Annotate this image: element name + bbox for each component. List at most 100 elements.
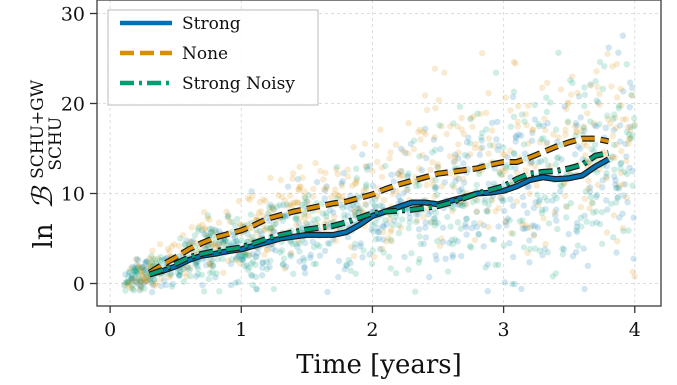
- scatter-point: [455, 155, 462, 162]
- scatter-point: [348, 243, 355, 251]
- scatter-point: [434, 237, 441, 245]
- scatter-point: [198, 227, 206, 234]
- scatter-point: [449, 182, 456, 189]
- scatter-point: [339, 196, 346, 204]
- scatter-point: [359, 254, 366, 261]
- scatter-point: [235, 278, 242, 286]
- scatter-point: [620, 88, 627, 95]
- scatter-point: [571, 123, 579, 130]
- scatter-point: [589, 220, 596, 227]
- scatter-point: [352, 240, 359, 247]
- scatter-point: [613, 249, 620, 256]
- scatter-point: [132, 268, 140, 275]
- scatter-point: [240, 256, 247, 263]
- scatter-point: [225, 212, 232, 219]
- scatter-point: [192, 239, 199, 247]
- scatter-point: [563, 203, 570, 210]
- scatter-point: [590, 209, 597, 216]
- scatter-point: [386, 216, 394, 223]
- scatter-point: [534, 224, 542, 231]
- scatter-point: [207, 259, 214, 267]
- scatter-point: [620, 227, 627, 235]
- scatter-point: [354, 205, 361, 212]
- scatter-point: [237, 221, 244, 228]
- scatter-point: [366, 251, 373, 258]
- scatter-point: [492, 208, 499, 215]
- scatter-point: [613, 185, 620, 192]
- scatter-point: [233, 238, 240, 245]
- scatter-point: [502, 94, 509, 101]
- scatter-point: [143, 277, 150, 284]
- scatter-point: [244, 266, 251, 273]
- scatter-point: [287, 238, 295, 246]
- scatter-point: [461, 179, 468, 186]
- scatter-point: [214, 256, 222, 263]
- scatter-point: [339, 178, 346, 185]
- scatter-point: [452, 151, 459, 158]
- scatter-point: [353, 165, 360, 172]
- scatter-point: [387, 265, 394, 272]
- scatter-point: [380, 223, 387, 231]
- scatter-point: [344, 233, 352, 241]
- scatter-point: [308, 220, 315, 227]
- scatter-point: [135, 262, 143, 270]
- scatter-point: [449, 254, 456, 261]
- scatter-point: [573, 219, 581, 227]
- scatter-point: [587, 81, 594, 88]
- scatter-point: [244, 194, 252, 202]
- scatter-point: [368, 226, 375, 233]
- scatter-point: [261, 226, 269, 233]
- scatter-point: [292, 240, 299, 247]
- scatter-point: [246, 264, 253, 271]
- scatter-point: [362, 162, 369, 170]
- scatter-point: [447, 223, 454, 230]
- scatter-point: [467, 244, 475, 251]
- scatter-point: [331, 186, 339, 193]
- scatter-point: [295, 186, 303, 193]
- scatter-point: [631, 122, 638, 130]
- scatter-point: [586, 160, 593, 167]
- scatter-point: [596, 58, 604, 66]
- scatter-point: [152, 279, 159, 287]
- scatter-point: [152, 256, 159, 263]
- scatter-point: [133, 279, 140, 286]
- scatter-point: [321, 187, 329, 194]
- scatter-point: [491, 180, 498, 187]
- scatter-point: [619, 32, 627, 39]
- scatter-point: [186, 238, 193, 245]
- scatter-point: [519, 193, 526, 201]
- scatter-point: [403, 173, 411, 180]
- scatter-point: [510, 150, 518, 157]
- scatter-point: [446, 239, 453, 247]
- scatter-point: [235, 197, 243, 205]
- scatter-point: [254, 249, 262, 257]
- scatter-point: [457, 225, 464, 232]
- scatter-point: [413, 182, 420, 190]
- scatter-point: [369, 167, 376, 175]
- scatter-point: [451, 158, 459, 165]
- scatter-point: [593, 68, 600, 75]
- scatter-point: [377, 126, 384, 133]
- scatter-point: [620, 192, 627, 199]
- scatter-point: [128, 275, 135, 282]
- scatter-point: [432, 146, 439, 154]
- scatter-point: [312, 159, 319, 167]
- scatter-point: [253, 253, 260, 261]
- scatter-point: [300, 254, 307, 262]
- scatter-point: [480, 222, 487, 229]
- scatter-point: [244, 230, 251, 238]
- scatter-point: [137, 285, 144, 293]
- scatter-point: [574, 242, 582, 249]
- scatter-point: [444, 268, 452, 275]
- scatter-point: [278, 193, 286, 201]
- scatter-point: [589, 199, 596, 207]
- scatter-point: [501, 151, 508, 158]
- scatter-point: [294, 176, 302, 183]
- scatter-point: [432, 176, 439, 184]
- scatter-point: [610, 126, 617, 134]
- scatter-point: [431, 215, 438, 222]
- scatter-point: [619, 116, 627, 123]
- scatter-point: [380, 249, 387, 256]
- scatter-point: [627, 123, 634, 130]
- scatter-point: [259, 264, 266, 271]
